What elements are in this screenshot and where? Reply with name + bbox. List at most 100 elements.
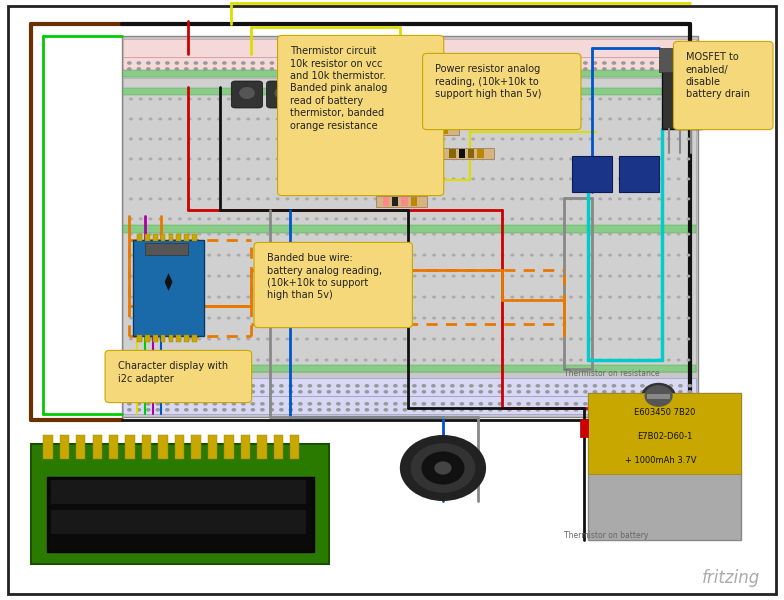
- Circle shape: [393, 67, 397, 71]
- Circle shape: [222, 390, 227, 394]
- Circle shape: [423, 233, 426, 236]
- Circle shape: [559, 233, 563, 236]
- Circle shape: [677, 217, 681, 220]
- Circle shape: [237, 358, 241, 361]
- Circle shape: [677, 197, 681, 200]
- Circle shape: [459, 408, 464, 412]
- Circle shape: [462, 317, 466, 320]
- Circle shape: [373, 217, 377, 220]
- Circle shape: [471, 296, 475, 299]
- Circle shape: [279, 67, 284, 71]
- Circle shape: [612, 390, 616, 394]
- Circle shape: [598, 317, 602, 320]
- Circle shape: [667, 178, 671, 181]
- Circle shape: [194, 390, 198, 394]
- Circle shape: [434, 461, 452, 475]
- Bar: [123, 365, 696, 372]
- Circle shape: [285, 317, 289, 320]
- Circle shape: [432, 118, 436, 121]
- Circle shape: [677, 275, 681, 278]
- Circle shape: [579, 254, 583, 257]
- Bar: [274, 435, 283, 459]
- Circle shape: [165, 390, 169, 394]
- Bar: [169, 234, 173, 241]
- Circle shape: [274, 87, 290, 99]
- Circle shape: [148, 118, 152, 121]
- Circle shape: [187, 275, 191, 278]
- Circle shape: [648, 275, 652, 278]
- Circle shape: [315, 233, 318, 236]
- Bar: [337, 280, 388, 291]
- Circle shape: [207, 178, 211, 181]
- Circle shape: [422, 390, 426, 394]
- Circle shape: [535, 61, 540, 65]
- Circle shape: [459, 402, 464, 406]
- Circle shape: [452, 178, 456, 181]
- Circle shape: [431, 390, 436, 394]
- Circle shape: [393, 197, 397, 200]
- Text: FET N: FET N: [674, 82, 690, 86]
- Circle shape: [194, 61, 198, 65]
- Circle shape: [305, 137, 309, 140]
- Circle shape: [569, 338, 573, 341]
- Circle shape: [535, 408, 540, 412]
- Circle shape: [344, 97, 348, 100]
- Circle shape: [354, 157, 358, 160]
- Circle shape: [612, 384, 616, 388]
- Circle shape: [178, 118, 182, 121]
- Circle shape: [462, 358, 466, 361]
- Circle shape: [364, 157, 368, 160]
- Circle shape: [334, 317, 338, 320]
- Circle shape: [285, 118, 289, 121]
- Circle shape: [579, 97, 583, 100]
- Circle shape: [237, 178, 241, 181]
- Bar: [378, 173, 384, 182]
- Circle shape: [364, 317, 368, 320]
- Circle shape: [550, 118, 554, 121]
- Circle shape: [686, 338, 690, 341]
- Circle shape: [298, 384, 303, 388]
- Circle shape: [246, 338, 250, 341]
- Bar: [433, 125, 439, 134]
- Circle shape: [148, 233, 152, 236]
- Circle shape: [127, 390, 132, 394]
- Circle shape: [127, 408, 132, 412]
- Circle shape: [659, 61, 664, 65]
- Circle shape: [554, 61, 559, 65]
- Circle shape: [450, 402, 455, 406]
- Circle shape: [148, 217, 152, 220]
- Circle shape: [289, 61, 293, 65]
- Bar: [401, 197, 408, 206]
- Circle shape: [539, 178, 543, 181]
- Circle shape: [481, 358, 485, 361]
- Bar: [449, 149, 456, 158]
- Circle shape: [432, 157, 436, 160]
- Circle shape: [452, 275, 456, 278]
- Circle shape: [393, 384, 397, 388]
- Bar: [137, 234, 142, 241]
- Circle shape: [184, 402, 189, 406]
- Circle shape: [315, 296, 318, 299]
- Circle shape: [678, 408, 683, 412]
- Circle shape: [217, 233, 221, 236]
- Circle shape: [129, 275, 132, 278]
- Circle shape: [648, 338, 652, 341]
- FancyBboxPatch shape: [423, 53, 581, 130]
- Circle shape: [608, 254, 612, 257]
- Circle shape: [598, 338, 602, 341]
- Circle shape: [325, 296, 328, 299]
- Circle shape: [266, 317, 270, 320]
- Circle shape: [648, 254, 652, 257]
- Circle shape: [667, 317, 671, 320]
- Circle shape: [442, 254, 446, 257]
- Circle shape: [628, 118, 632, 121]
- Circle shape: [260, 408, 265, 412]
- Circle shape: [667, 358, 671, 361]
- Circle shape: [393, 390, 397, 394]
- Circle shape: [530, 157, 534, 160]
- Circle shape: [184, 67, 189, 71]
- Circle shape: [298, 67, 303, 71]
- Circle shape: [569, 296, 573, 299]
- Circle shape: [222, 408, 227, 412]
- Circle shape: [139, 275, 143, 278]
